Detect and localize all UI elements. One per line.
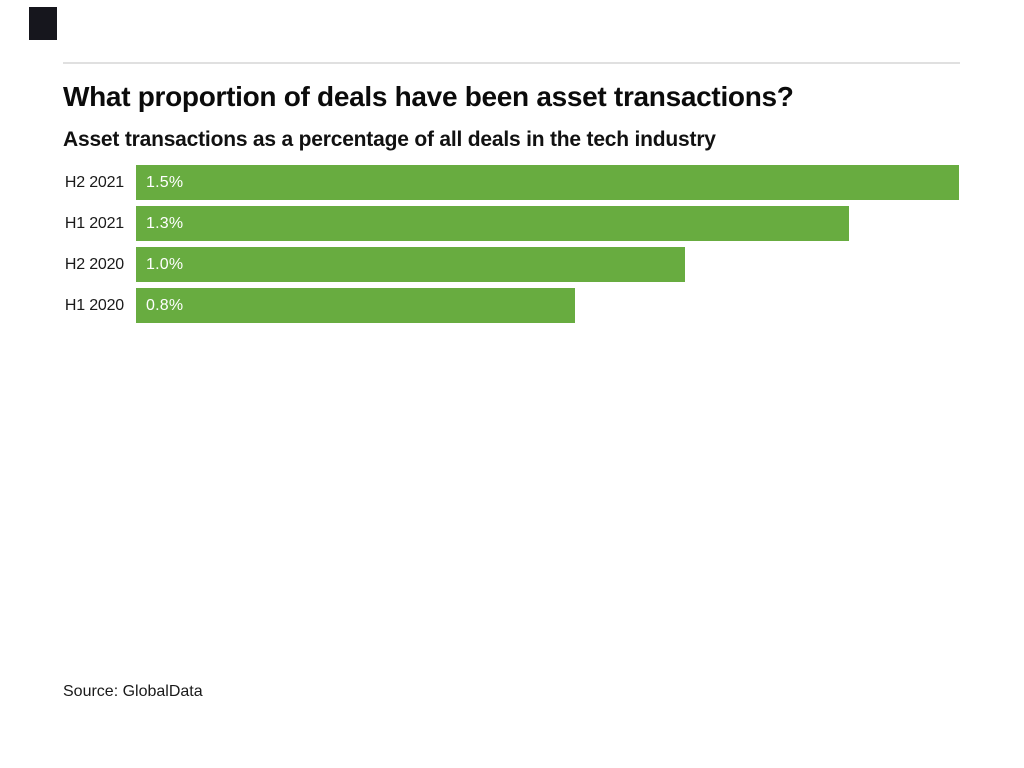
data-bar: 1.3% (136, 206, 850, 241)
data-bar: 1.0% (136, 247, 685, 282)
divider-line (63, 62, 960, 64)
chart-title: What proportion of deals have been asset… (63, 81, 794, 112)
bar-chart: H2 2021 1.5% H1 2021 1.3% H2 2020 1.0% H1 2020… (63, 165, 960, 329)
value-label: 1.3% (146, 214, 184, 232)
data-bar: 1.5% (136, 165, 959, 200)
bar-row: H2 2021 1.5% (63, 165, 960, 200)
value-label: 0.8% (146, 296, 184, 314)
bar-track: 1.3% (136, 206, 959, 241)
bar-row: H2 2020 1.0% (63, 247, 960, 282)
chart-subtitle: Asset transactions as a percentage of al… (63, 128, 716, 151)
category-label: H1 2021 (64, 214, 124, 232)
value-label: 1.0% (146, 255, 184, 273)
category-label: H1 2020 (64, 296, 124, 314)
value-label: 1.5% (146, 173, 184, 191)
data-bar: 0.8% (136, 288, 575, 323)
category-label: H2 2021 (64, 173, 124, 191)
bar-track: 1.5% (136, 165, 959, 200)
category-label: H2 2020 (64, 255, 124, 273)
bar-track: 1.0% (136, 247, 959, 282)
bar-row: H1 2020 0.8% (63, 288, 960, 323)
bar-row: H1 2021 1.3% (63, 206, 960, 241)
bar-track: 0.8% (136, 288, 959, 323)
source-text: Source: GlobalData (63, 683, 203, 700)
logo-square (29, 7, 57, 40)
